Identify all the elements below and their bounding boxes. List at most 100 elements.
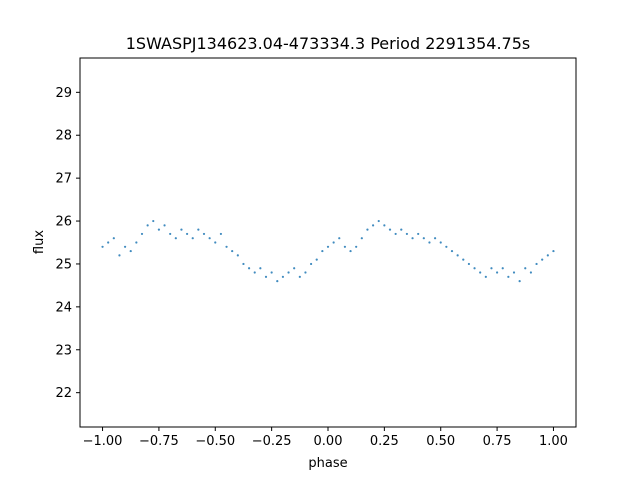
y-tick-label: 25 xyxy=(55,257,72,272)
x-tick-label: 0.50 xyxy=(426,434,455,449)
data-point xyxy=(349,249,352,253)
data-point xyxy=(191,237,194,240)
x-tick-label: −1.00 xyxy=(83,434,123,449)
data-point xyxy=(236,254,239,257)
data-point xyxy=(445,245,448,248)
y-tick-label: 27 xyxy=(55,172,72,187)
data-point xyxy=(231,249,234,253)
y-tick-label: 24 xyxy=(55,300,72,315)
data-point xyxy=(512,271,516,274)
data-point xyxy=(101,245,104,248)
y-tick-label: 29 xyxy=(55,86,72,101)
data-point xyxy=(524,267,527,270)
data-point xyxy=(304,271,307,274)
data-point xyxy=(321,249,324,253)
data-point xyxy=(197,228,200,231)
data-point xyxy=(253,271,256,274)
y-tick-label: 28 xyxy=(55,129,72,144)
y-tick-label: 23 xyxy=(55,343,72,358)
data-point xyxy=(338,237,341,240)
data-point xyxy=(219,232,223,236)
data-point xyxy=(377,219,380,223)
data-point xyxy=(501,267,504,270)
data-point xyxy=(169,232,172,236)
x-tick-label: 0.00 xyxy=(314,434,343,449)
data-point xyxy=(400,228,403,231)
x-axis: −1.00 −0.75 −0.50 −0.25 0.00 0.25 0.50 0.75 1.00 xyxy=(83,427,568,449)
data-point xyxy=(123,245,127,248)
data-point xyxy=(180,228,183,231)
x-tick-label: 0.75 xyxy=(483,434,512,449)
data-point xyxy=(281,275,285,278)
data-point xyxy=(174,237,177,240)
data-point xyxy=(152,219,155,223)
data-point xyxy=(343,245,347,248)
data-point xyxy=(163,224,166,227)
data-point xyxy=(490,267,493,270)
data-point xyxy=(326,245,330,248)
x-tick-label: −0.75 xyxy=(139,434,179,449)
data-point xyxy=(484,275,487,278)
data-point xyxy=(140,232,144,236)
data-point xyxy=(287,271,290,274)
data-point xyxy=(552,249,555,253)
data-point xyxy=(529,271,533,274)
data-point xyxy=(383,224,386,227)
y-axis: 22 23 24 25 26 27 28 29 xyxy=(55,86,80,401)
data-point xyxy=(225,245,228,248)
data-point xyxy=(202,232,206,236)
data-point xyxy=(546,254,549,257)
x-tick-label: −0.50 xyxy=(195,434,235,449)
data-point xyxy=(332,241,335,244)
data-point xyxy=(264,275,268,278)
data-point xyxy=(535,262,538,266)
x-tick-label: 0.25 xyxy=(370,434,399,449)
data-point xyxy=(433,237,437,240)
data-point xyxy=(208,237,211,240)
x-axis-label: phase xyxy=(308,456,347,471)
data-point xyxy=(450,249,454,253)
data-point xyxy=(315,258,318,261)
data-point xyxy=(366,228,369,231)
data-point xyxy=(495,271,499,274)
data-point xyxy=(371,224,375,227)
data-point xyxy=(355,245,358,248)
data-point xyxy=(428,241,431,244)
data-point xyxy=(473,267,476,270)
data-point xyxy=(293,267,296,270)
data-point xyxy=(135,241,138,244)
y-tick-label: 26 xyxy=(55,215,72,230)
data-point xyxy=(541,258,544,261)
data-point xyxy=(309,262,313,266)
data-point xyxy=(411,237,414,240)
data-point xyxy=(242,262,245,266)
data-point xyxy=(422,237,425,240)
data-point xyxy=(405,232,409,236)
x-tick-label: 1.00 xyxy=(539,434,568,449)
data-points xyxy=(101,219,555,283)
data-point xyxy=(388,228,392,231)
data-point xyxy=(456,254,459,257)
data-point xyxy=(185,232,189,236)
y-axis-label: flux xyxy=(32,230,47,254)
data-point xyxy=(518,280,521,283)
data-point xyxy=(157,228,161,231)
data-point xyxy=(276,280,279,283)
data-point xyxy=(247,267,251,270)
data-point xyxy=(146,224,149,227)
data-point xyxy=(394,232,397,236)
data-point xyxy=(270,271,273,274)
data-point xyxy=(439,241,442,244)
data-point xyxy=(298,275,301,278)
data-point xyxy=(112,237,115,240)
x-tick-label: −0.25 xyxy=(252,434,292,449)
data-point xyxy=(129,249,132,253)
data-point xyxy=(467,262,471,266)
data-point xyxy=(417,232,420,236)
data-point xyxy=(107,241,110,244)
data-point xyxy=(360,237,363,240)
data-point xyxy=(259,267,262,270)
data-point xyxy=(462,258,465,261)
y-tick-label: 22 xyxy=(55,386,72,401)
